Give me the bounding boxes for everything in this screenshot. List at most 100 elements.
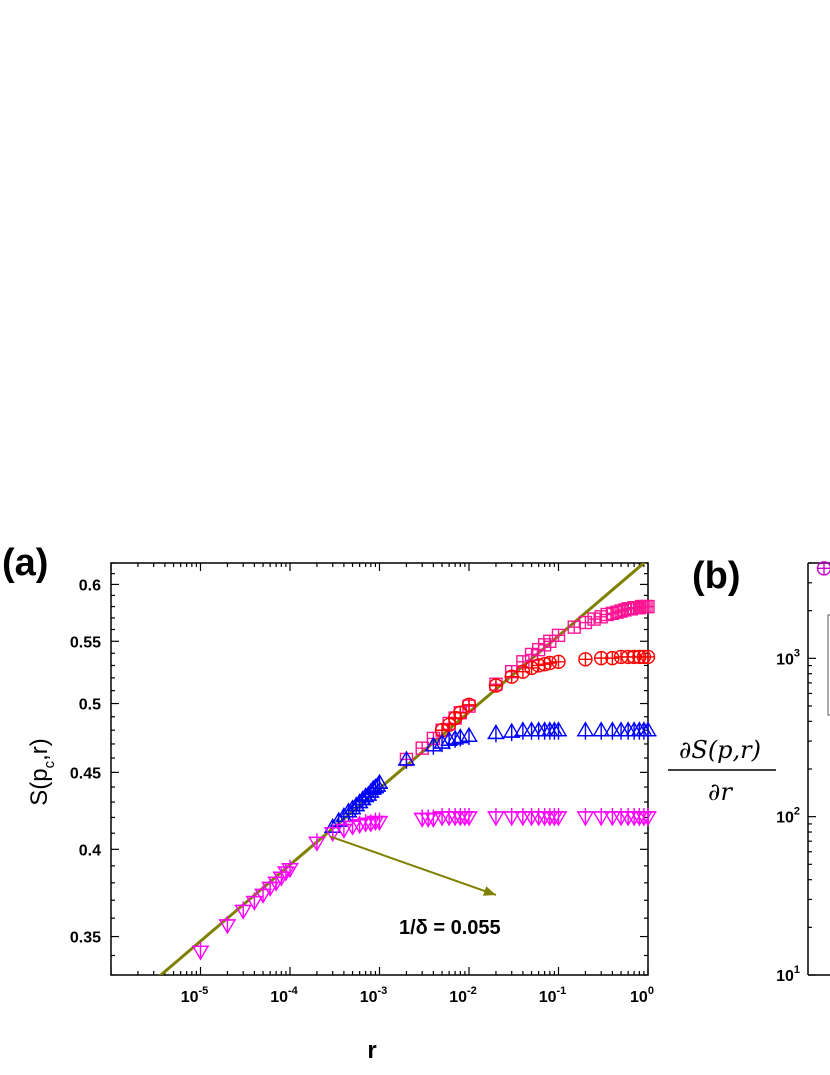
x-tick-base: 10 <box>360 989 378 1006</box>
x-tick-label: 10-3 <box>360 985 388 1006</box>
data-point <box>447 710 463 726</box>
x-tick-exponent: -5 <box>199 985 209 997</box>
panel-a-tick-labels: 10-5 10-4 10-3 10-2 10-1 1000.350.40.450.50.5… <box>70 577 654 1006</box>
x-tick-exponent: -2 <box>467 985 477 997</box>
panel-a-annotation-layer: 1/δ = 0.055 <box>329 835 501 939</box>
data-point <box>424 809 443 828</box>
data-point <box>281 859 299 879</box>
data-point <box>502 722 521 742</box>
annotation-arrow-line <box>329 835 497 896</box>
data-point <box>542 655 558 671</box>
data-point <box>551 654 566 669</box>
data-point <box>641 599 655 614</box>
data-point <box>587 612 601 626</box>
panel-b-y-tick-exponent: 2 <box>794 806 800 818</box>
data-point <box>640 649 656 665</box>
data-point <box>524 660 539 676</box>
y-tick-label: 0.6 <box>79 577 101 594</box>
panel-a-label: (a) <box>2 542 48 584</box>
data-point <box>487 724 505 743</box>
data-point <box>370 812 389 832</box>
x-tick-label: 10-4 <box>270 985 298 1006</box>
data-point <box>487 807 505 827</box>
data-point <box>191 942 210 961</box>
y-tick-label: 0.35 <box>70 930 101 947</box>
data-point <box>639 721 657 740</box>
panel-b-label: (b) <box>692 555 741 597</box>
x-tick-base: 10 <box>181 989 199 1006</box>
panel-b-y-tick-base: 10 <box>776 651 794 668</box>
panel-a-ylabel-rest: ,r) <box>26 738 53 761</box>
data-point <box>576 807 595 827</box>
data-point <box>524 647 539 662</box>
x-tick-base: 10 <box>270 989 288 1006</box>
series-circle-plus <box>434 649 656 738</box>
x-tick-exponent: 0 <box>648 985 654 997</box>
panel-b-y-tick-exponent: 3 <box>794 647 800 659</box>
data-point <box>551 628 566 643</box>
y-tick-label: 0.45 <box>70 765 101 782</box>
panel-a-ylabel-main: S(p <box>26 768 53 805</box>
panel-b-series <box>816 561 830 576</box>
panel-b-legend-box-edge <box>827 614 830 716</box>
x-tick-base: 10 <box>449 989 467 1006</box>
x-tick-base: 10 <box>630 989 648 1006</box>
data-point <box>461 697 477 713</box>
x-tick-base: 10 <box>539 989 557 1006</box>
data-point <box>254 885 272 904</box>
x-tick-exponent: -4 <box>288 985 299 997</box>
data-point <box>460 726 478 746</box>
data-point <box>515 664 531 679</box>
panel-a-x-axis-label: r <box>367 1037 376 1064</box>
data-point <box>460 807 478 827</box>
x-tick-label: 100 <box>630 985 654 1006</box>
data-point <box>234 901 252 920</box>
fit-line <box>158 563 647 975</box>
panel-a-fit-layer <box>158 563 647 975</box>
data-point <box>488 678 504 693</box>
panel-b-y-tick-base: 10 <box>776 968 794 985</box>
panel-b-y-tick-base: 10 <box>776 810 794 827</box>
panel-b-ylabel-denominator: ∂r <box>708 778 733 806</box>
y-tick-label: 0.55 <box>70 634 101 651</box>
y-tick-label: 0.5 <box>79 697 101 714</box>
data-point <box>397 750 416 769</box>
data-point <box>578 615 593 630</box>
panel-b-data-point <box>816 561 830 576</box>
panel-a-series-layer <box>191 599 657 961</box>
data-point <box>218 915 237 935</box>
panel-b-ylabel-numerator: ∂S(p,r) <box>679 736 761 764</box>
panel-b-y-tick-label: 101 <box>776 964 800 985</box>
data-point <box>576 721 595 740</box>
data-point <box>549 807 568 827</box>
panel-b-y-tick-exponent: 1 <box>794 964 800 976</box>
data-point <box>308 833 326 852</box>
series-triangle-up-plus <box>323 721 657 837</box>
data-point <box>639 807 657 827</box>
data-point <box>549 721 568 740</box>
panel-b-series-layer <box>816 561 830 576</box>
panel-b-y-tick-label: 102 <box>776 806 800 827</box>
x-tick-label: 10-1 <box>539 985 567 1006</box>
panel-a-plot-frame <box>110 562 649 976</box>
annotation-text: 1/δ = 0.055 <box>399 917 501 939</box>
y-tick-label: 0.4 <box>79 842 101 859</box>
panel-a-y-axis-label: S(pc,r) <box>26 738 58 806</box>
data-point <box>415 741 429 755</box>
x-tick-label: 10-2 <box>449 985 477 1006</box>
data-point <box>370 773 389 793</box>
x-tick-label: 10-5 <box>181 985 209 1006</box>
x-tick-exponent: -1 <box>557 985 567 997</box>
data-point <box>578 652 593 667</box>
x-tick-exponent: -3 <box>378 985 388 997</box>
panel-a-ylabel-sub: c <box>41 760 58 768</box>
annotation-arrow-head <box>482 886 496 896</box>
series-triangle-down-plus <box>191 807 657 961</box>
panel-a-axis-ticks <box>110 562 649 976</box>
data-point <box>335 820 353 839</box>
data-point <box>453 705 468 720</box>
data-point <box>567 620 581 634</box>
panel-b-y-tick-label: 103 <box>776 647 800 668</box>
